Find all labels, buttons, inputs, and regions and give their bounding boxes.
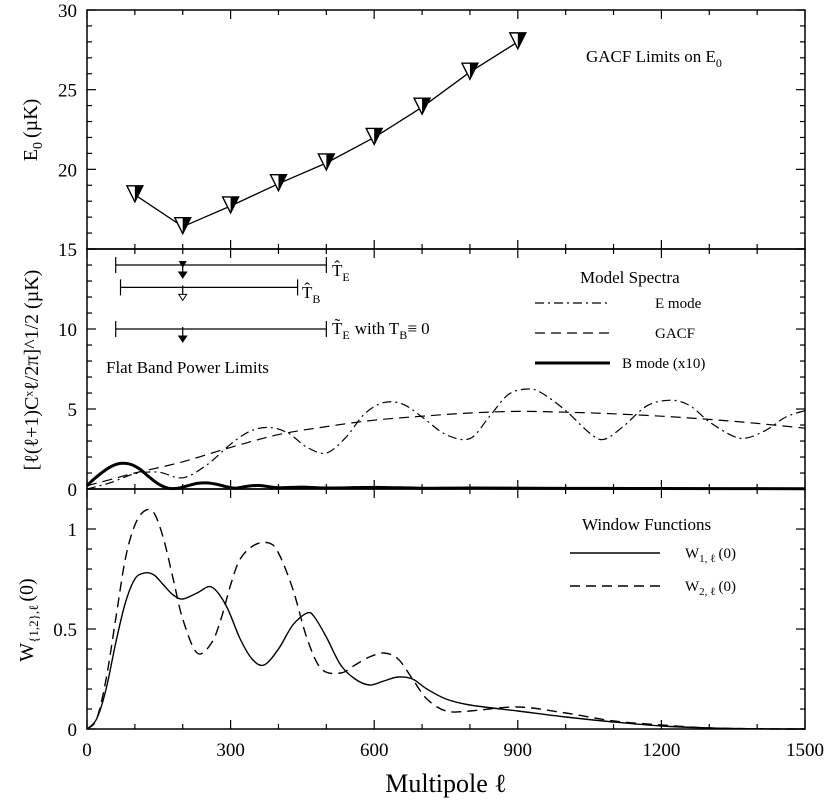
band-limit-bar [115,257,327,279]
middle-ylabel: [ℓ(ℓ+1)Cˣℓ/2π]^1/2 (µK) [21,270,43,471]
y-tick-label: 15 [58,240,77,261]
top-ylabel: E0(µK) [20,99,46,162]
e-mode-curve [86,388,806,490]
gacf-limit-point [508,32,527,51]
top-title: GACF Limits on E0 [586,47,722,70]
band-limit-bar [115,321,327,343]
gacf-limit-line [134,41,519,228]
legend-label-w1: W1, ℓ (0) [685,546,736,565]
band-label-te-tb0: T̃E with TB≡ 0 [332,319,430,342]
band-label-tb: T̂B [302,283,320,306]
x-axis-label: Multipole ℓ [385,769,507,798]
gacf-limit-point [221,196,240,215]
y-tick-label: 25 [58,81,77,102]
gacf-limit-point [269,173,288,193]
legend-label-b-mode: B mode (x10) [622,356,705,372]
w2-curve [86,508,806,730]
top-panel: 15 20 25 30 GACF Limits on E0 E0(µK) [20,1,806,261]
y-tick-label: 30 [58,1,77,22]
x-tick-label: 300 [216,740,245,761]
x-tick-label: 900 [504,740,533,761]
gacf-limit-point [365,127,384,147]
gacf-limit-point [125,185,144,204]
y-tick-label: 10 [58,320,77,341]
gacf-limit-point [460,62,480,81]
x-tick-label: 0 [82,740,92,761]
legend-label-e-mode: E mode [655,296,702,312]
y-tick-label: 1 [68,520,78,541]
band-limits-title: Flat Band Power Limits [106,358,269,377]
band-label-te: T̂E [332,261,350,284]
bottom-ylabel: W{1,2},ℓ(0) [16,578,41,661]
x-tick-label: 600 [360,740,389,761]
x-tick-label: 1500 [786,740,824,761]
middle-panel: 0 5 10 [ℓ(ℓ+1)Cˣℓ/2π]^1/2 (µK) Model Spect… [21,248,806,501]
gacf-limit-point [173,216,192,236]
y-tick-label: 5 [68,400,78,421]
band-limit-bar [119,279,299,302]
y-tick-label: 0 [68,720,78,741]
gacf-limit-point [317,153,336,172]
top-frame [86,9,806,250]
legend-label-gacf: GACF [655,326,695,342]
legend-label-w2: W2, ℓ (0) [685,579,736,598]
y-tick-label: 0 [68,480,78,501]
bottom-panel: 0 0.5 1 0 300 600 900 1200 1500 W{1,2},ℓ(0) Mul… [16,488,824,798]
gacf-limit-point [412,97,432,116]
gacf-curve [86,410,806,487]
x-tick-label: 1200 [642,740,680,761]
middle-legend-title: Model Spectra [580,268,680,287]
y-tick-label: 20 [58,160,77,181]
b-mode-curve [85,461,806,491]
y-tick-label: 0.5 [53,620,77,641]
bottom-legend-title: Window Functions [582,515,711,534]
